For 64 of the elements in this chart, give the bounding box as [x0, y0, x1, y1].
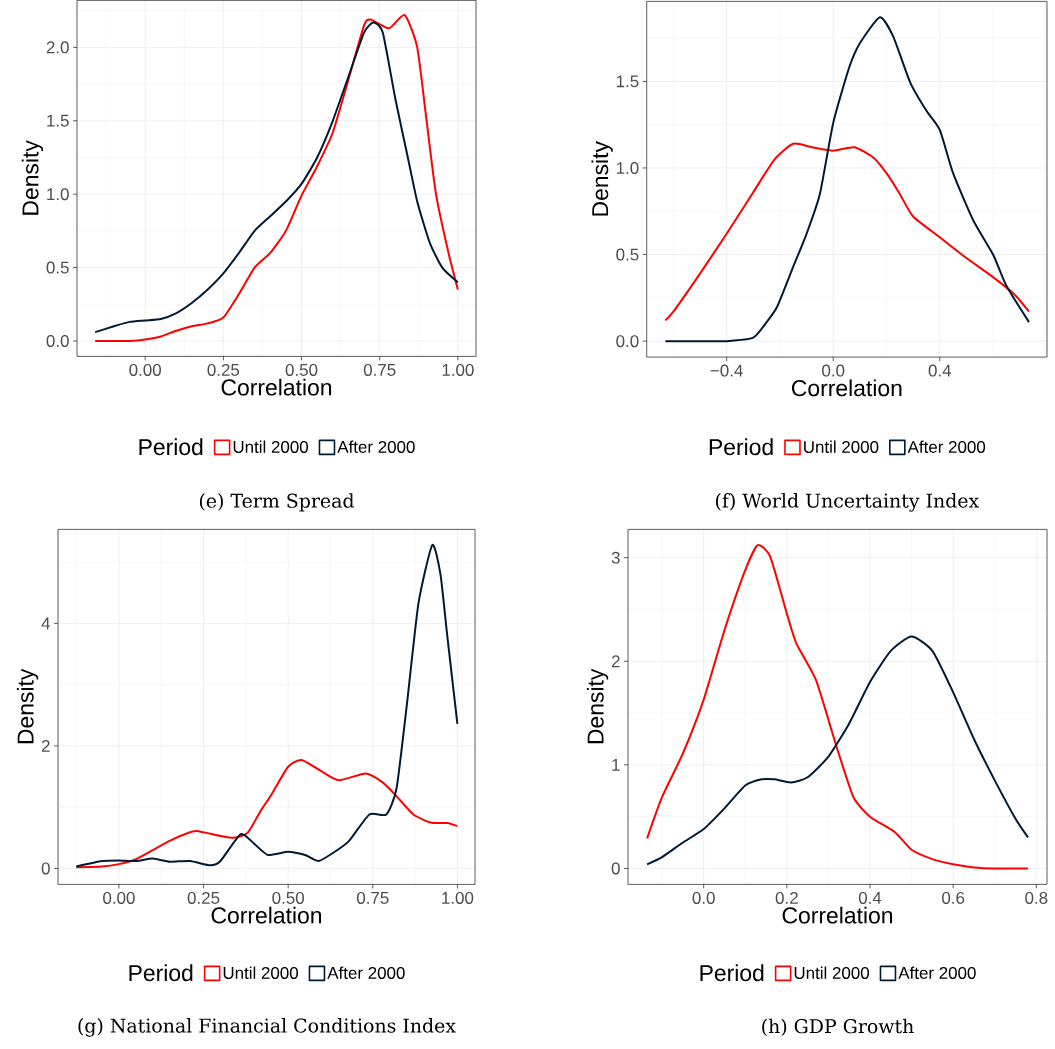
y-tick-label: 4: [41, 617, 50, 630]
x-axis-title: Correlation: [782, 906, 893, 924]
y-tick-label: 0: [611, 862, 620, 875]
text: (e) Term Spread: [199, 493, 354, 512]
line-series: [664, 16, 1031, 343]
x-tick-label: 0.25: [187, 891, 220, 904]
y-axis-title: Density: [21, 140, 44, 215]
legend-title: Period: [700, 964, 764, 981]
text: (h) GDP Growth: [762, 1018, 914, 1036]
line-series: [646, 635, 1030, 866]
text: (f) World Uncertainty Index: [716, 492, 979, 512]
legend-label: After 2000: [337, 440, 415, 453]
y-tick-label: 3: [611, 551, 620, 564]
line-series: [75, 543, 459, 868]
x-tick-label: 0.8: [1025, 891, 1048, 904]
x-axis-title: Correlation: [791, 379, 902, 397]
y-tick-label: 1: [612, 758, 620, 771]
line-series: [75, 758, 459, 868]
x-tick-label: −0.4: [710, 364, 743, 377]
x-axis-title: Correlation: [221, 378, 332, 396]
legend-label: Until 2000: [804, 440, 879, 453]
y-tick-label: 1.5: [47, 114, 69, 127]
legend-label: Until 2000: [233, 440, 308, 453]
x-tick-label: 0.6: [942, 891, 965, 904]
legend-label: Until 2000: [223, 966, 298, 979]
x-tick-label: 0.00: [103, 891, 135, 904]
x-tick-label: 1.00: [442, 891, 474, 904]
legend-label: After 2000: [898, 966, 976, 979]
legend-label: After 2000: [327, 966, 405, 979]
line-series: [664, 142, 1031, 322]
legend-label: Until 2000: [794, 966, 869, 979]
x-tick-label: 0.25: [207, 363, 240, 376]
y-axis-title: Density: [586, 668, 609, 744]
legend-title: Period: [709, 438, 773, 455]
y-axis-title: Density: [591, 140, 613, 216]
x-tick-label: 0.50: [272, 891, 304, 904]
y-tick-label: 2: [41, 739, 50, 752]
y-tick-label: 2.0: [46, 41, 69, 54]
y-tick-label: 0.5: [46, 261, 69, 274]
y-axis-title: Density: [16, 668, 39, 744]
x-tick-label: 0.00: [129, 363, 161, 376]
y-tick-label: 1.0: [616, 161, 639, 174]
y-tick-label: 2: [611, 655, 620, 667]
legend-label: After 2000: [907, 440, 986, 453]
legend-title: Period: [129, 964, 193, 981]
y-tick-label: 0.5: [616, 248, 639, 261]
x-tick-label: 0.2: [775, 891, 798, 904]
y-tick-label: 0.0: [616, 334, 639, 347]
y-tick-label: 0: [41, 862, 50, 875]
x-tick-label: 0.50: [285, 363, 318, 376]
x-tick-label: 0.75: [356, 891, 389, 904]
x-tick-label: 0.4: [928, 364, 952, 377]
y-tick-label: 1.0: [47, 187, 69, 200]
x-tick-label: 0.0: [692, 891, 715, 904]
x-tick-label: 1.00: [442, 363, 474, 376]
x-tick-label: 0.0: [822, 364, 845, 377]
x-tick-label: 0.4: [858, 891, 882, 904]
text: (g) National Financial Conditions Index: [78, 1017, 456, 1037]
x-tick-label: 0.75: [363, 363, 396, 376]
y-tick-label: 1.5: [616, 75, 639, 88]
line-series: [646, 543, 1030, 870]
legend-title: Period: [139, 438, 203, 455]
y-tick-label: 0.0: [46, 334, 69, 347]
x-axis-title: Correlation: [211, 906, 322, 924]
